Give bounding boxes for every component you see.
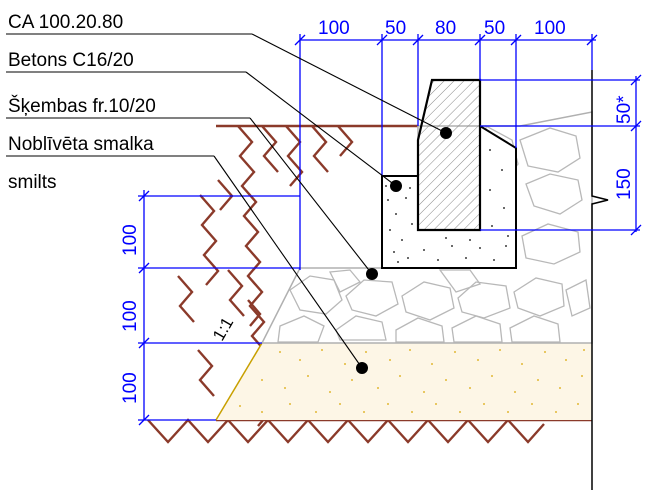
label-curb-stone: CA 100.20.80	[8, 12, 123, 33]
slope-label: 1:1	[209, 314, 237, 344]
label-concrete: Betons C16/20	[8, 50, 134, 71]
label-gravel: Šķembas fr.10/20	[8, 95, 156, 117]
section-break-line	[591, 70, 609, 490]
dim-top-1: 100	[318, 18, 350, 39]
dim-top-2: 50	[385, 18, 406, 39]
dim-left-2: 100	[120, 300, 141, 332]
leader-lines	[6, 33, 447, 369]
sand-dots	[239, 349, 585, 413]
dim-top-4: 50	[484, 18, 505, 39]
dimension-lines	[138, 34, 642, 426]
gravel-stones	[277, 124, 591, 343]
curb-stone	[416, 78, 482, 232]
label-sand-line1: Noblīvēta smalka	[8, 134, 154, 155]
dim-right-1: 50*	[614, 95, 635, 124]
dim-top-5: 100	[534, 18, 566, 39]
dim-right-2: 150	[614, 168, 635, 200]
dim-left-3: 100	[120, 372, 141, 404]
slope-line	[215, 342, 263, 421]
leader-dots	[356, 127, 452, 374]
dim-top-3: 80	[435, 18, 456, 39]
sand-layer	[216, 343, 592, 420]
dim-left-1: 100	[120, 224, 141, 256]
label-sand-line2: smilts	[8, 172, 57, 193]
concrete-dots	[385, 149, 509, 263]
